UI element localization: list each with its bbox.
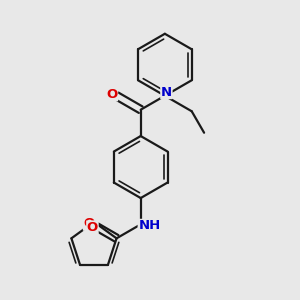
- Text: N: N: [161, 85, 172, 98]
- Text: O: O: [87, 221, 98, 234]
- Text: O: O: [83, 217, 95, 230]
- Text: O: O: [106, 88, 118, 101]
- Text: NH: NH: [138, 219, 160, 232]
